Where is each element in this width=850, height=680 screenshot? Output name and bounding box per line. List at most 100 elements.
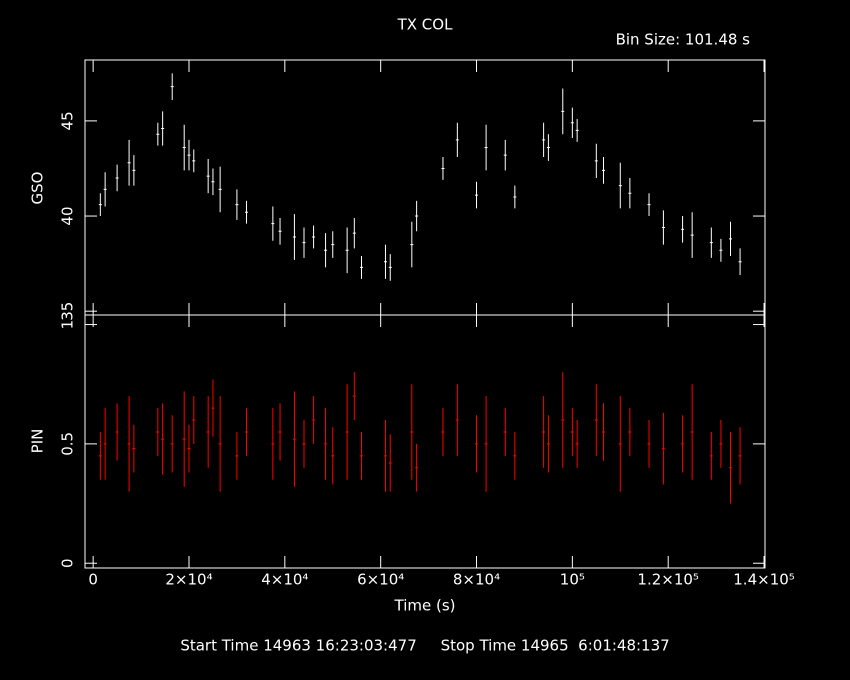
error-bar [302, 227, 306, 258]
error-bar [132, 155, 136, 186]
x-tick-label: 0 [88, 571, 98, 589]
error-bar [211, 379, 215, 437]
error-bar [206, 396, 210, 468]
error-bar [719, 420, 723, 468]
error-bar [388, 254, 392, 281]
error-bar [352, 217, 356, 249]
error-bar [312, 396, 316, 444]
error-bar [602, 403, 606, 461]
error-bar [187, 139, 191, 171]
x-tick-label: 1.4×10⁵ [733, 571, 795, 589]
error-bar [661, 412, 665, 485]
error-bar [546, 415, 550, 473]
error-bar [352, 372, 356, 421]
error-bar [218, 166, 222, 213]
error-bar [383, 420, 387, 492]
error-bar [475, 415, 479, 473]
error-bar [127, 396, 131, 492]
error-bar [103, 408, 107, 480]
error-bar [302, 420, 306, 468]
error-bar [170, 415, 174, 473]
x-tick-label: 2×10⁴ [165, 571, 212, 589]
error-bar [218, 396, 222, 492]
x-axis-label: Time (s) [394, 597, 456, 615]
error-bar [681, 415, 685, 473]
bin-size: Bin Size: 101.48 s [616, 31, 751, 49]
error-bar [738, 427, 742, 485]
y-tick-label: 0 [59, 558, 77, 568]
y-tick-label: 0.5 [59, 432, 77, 456]
error-bar [618, 396, 622, 492]
error-bar [661, 210, 665, 245]
error-bar [331, 427, 335, 485]
error-bar [292, 391, 296, 487]
error-bar [681, 216, 685, 243]
error-bar [345, 227, 349, 274]
error-bar [690, 212, 694, 258]
error-bar [235, 189, 239, 220]
error-bar [441, 408, 445, 456]
error-bar [98, 431, 102, 480]
error-bar [206, 158, 210, 194]
error-bar [244, 408, 248, 456]
error-bar [455, 122, 459, 158]
error-bar [312, 225, 316, 249]
x-tick-label: 4×10⁴ [261, 571, 308, 589]
y-tick-label: 40 [59, 206, 77, 225]
error-bar [244, 200, 248, 224]
error-bar [156, 408, 160, 456]
error-bar [484, 124, 488, 171]
error-bar [331, 231, 335, 258]
error-bar [628, 177, 632, 209]
y-tick-label: 35 [59, 302, 77, 321]
error-bar [628, 408, 632, 456]
panel-frame [84, 314, 766, 569]
error-bar [513, 185, 517, 209]
error-bar [561, 88, 565, 135]
error-bar [618, 162, 622, 209]
x-tick-label: 6×10⁴ [357, 571, 404, 589]
error-bar [182, 124, 186, 171]
error-bar [161, 111, 165, 146]
error-bar [709, 431, 713, 480]
error-bar [570, 107, 574, 139]
error-bar [602, 157, 606, 184]
error-bar [503, 408, 507, 456]
error-bar [278, 403, 282, 461]
error-bar [156, 122, 160, 146]
error-bar [575, 118, 579, 142]
error-bar [570, 408, 574, 456]
x-tick-label: 8×10⁴ [453, 571, 500, 589]
error-bar [709, 227, 713, 258]
error-bar [575, 420, 579, 468]
y-axis-label: PIN [29, 429, 47, 454]
error-bar [345, 384, 349, 480]
error-bar [388, 434, 392, 492]
error-bar [647, 193, 651, 217]
error-bar [292, 214, 296, 260]
error-bar [170, 73, 174, 100]
error-bar [415, 200, 419, 232]
error-bar [513, 431, 517, 480]
y-tick-label: 45 [59, 111, 77, 130]
y-axis-label: GSO [29, 172, 47, 205]
error-bar [103, 172, 107, 207]
error-bar [211, 168, 215, 196]
error-bar [127, 139, 131, 186]
error-bar [594, 143, 598, 178]
error-bar [324, 233, 328, 268]
error-bar [360, 256, 364, 279]
error-bar [115, 164, 119, 192]
chart-title: TX COL [397, 16, 453, 34]
error-bar [728, 431, 732, 504]
error-bar [475, 181, 479, 209]
error-bar [738, 248, 742, 276]
y-tick-label: 1 [59, 320, 77, 330]
error-bar [360, 431, 364, 480]
error-bar [278, 217, 282, 245]
error-bar [182, 391, 186, 487]
footer: Start Time 14963 16:23:03:477 Stop Time … [180, 637, 669, 655]
error-bar [98, 193, 102, 217]
error-bar [594, 384, 598, 456]
error-bar [132, 424, 136, 473]
